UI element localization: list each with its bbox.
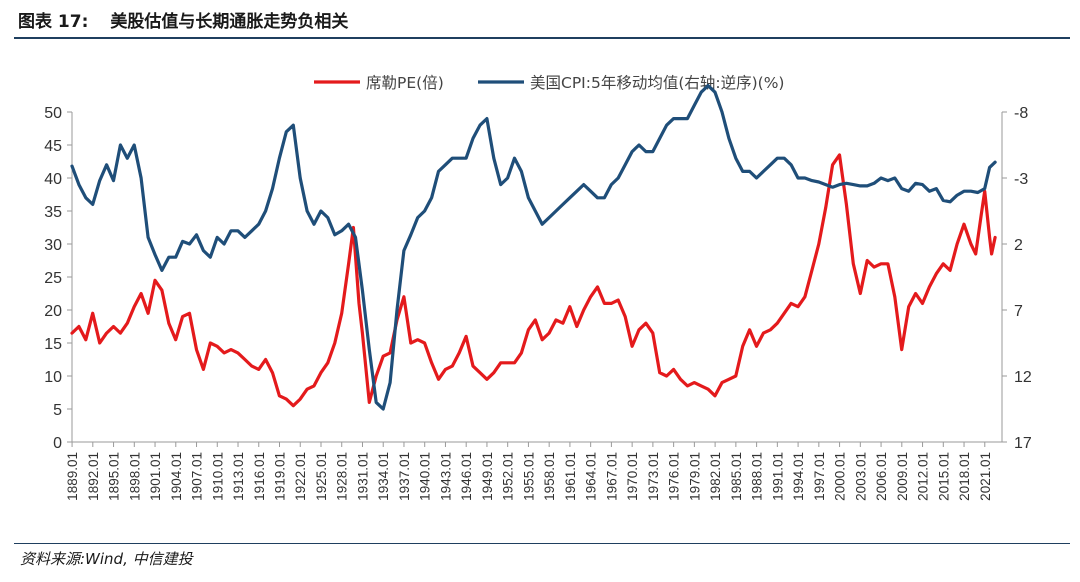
left-axis-tick-label: 30 (44, 237, 62, 254)
right-axis-tick-label: -3 (1014, 171, 1028, 188)
right-axis-tick-label: 12 (1014, 369, 1032, 386)
x-axis-tick-label: 1982.01 (708, 452, 723, 501)
x-axis-tick-label: 1991.01 (770, 452, 785, 501)
chart-svg: 席勒PE(倍) 美国CPI:5年移动均值(右轴:逆序)(%) 0510152025… (44, 74, 1032, 501)
x-axis-tick-label: 1955.01 (521, 452, 536, 501)
x-axis-tick-label: 1937.01 (397, 452, 412, 501)
x-axis-tick-label: 1964.01 (584, 452, 599, 501)
series-line-shiller-pe (70, 153, 997, 408)
right-axis-tick-label: -8 (1014, 105, 1028, 122)
x-axis-tick-label: 1928.01 (335, 452, 350, 501)
x-axis-tick-label: 1979.01 (687, 452, 702, 501)
x-axis-tick-label: 1913.01 (231, 452, 246, 501)
x-axis-tick-label: 2015.01 (936, 452, 951, 501)
x-axis-tick-label: 1931.01 (355, 452, 370, 501)
x-axis-tick-label: 1961.01 (563, 452, 578, 501)
x-axis-tick-label: 2003.01 (853, 452, 868, 501)
right-axis-tick-label: 17 (1014, 435, 1032, 452)
chart-container: 席勒PE(倍) 美国CPI:5年移动均值(右轴:逆序)(%) 0 5 10 15 20 25… (0, 60, 1080, 530)
right-axis-tick-label: 7 (1014, 303, 1023, 320)
x-axis-tick-label: 1940.01 (418, 452, 433, 501)
source-note: 资料来源:Wind, 中信建投 (20, 550, 193, 568)
x-axis-tick-label: 1934.01 (376, 452, 391, 501)
legend-label: 美国CPI:5年移动均值(右轴:逆序)(%) (530, 74, 784, 92)
chart-legend: 席勒PE(倍) 美国CPI:5年移动均值(右轴:逆序)(%) (314, 74, 784, 92)
x-axis-tick-label: 1958.01 (542, 452, 557, 501)
x-axis-tick-label: 1925.01 (314, 452, 329, 501)
x-axis-tick-label: 1895.01 (107, 452, 122, 501)
x-axis-tick-label: 1919.01 (273, 452, 288, 501)
x-axis-tick-label: 1916.01 (252, 452, 267, 501)
figure-title-bar: 图表 17: 美股估值与长期通胀走势负相关 (18, 8, 1068, 38)
left-axis-tick-label: 25 (44, 270, 62, 287)
left-axis-tick-label: 50 (44, 105, 62, 122)
left-axis-tick-label: 20 (44, 303, 62, 320)
x-axis-tick-label: 1952.01 (501, 452, 516, 501)
x-axis-tick-label: 1967.01 (604, 452, 619, 501)
chart-axes: 0 5 10 15 20 25 30 35 40 45 50 -8 -3 2 7 12 17 1889.01 189… (44, 105, 1032, 501)
x-axis-tick-label: 2021.01 (978, 452, 993, 501)
x-axis-tick-label: 2006.01 (874, 452, 889, 501)
x-axis-tick-label: 1922.01 (293, 452, 308, 501)
legend-label: 席勒PE(倍) (366, 74, 444, 92)
figure-title-text: 美股估值与长期通胀走势负相关 (110, 12, 349, 32)
x-axis-tick-label: 1907.01 (190, 452, 205, 501)
x-axis-tick-label: 2000.01 (833, 452, 848, 501)
x-axis-tick-label: 1973.01 (646, 452, 661, 501)
left-axis-tick-label: 10 (44, 369, 62, 386)
left-axis-tick-label: 0 (53, 435, 62, 452)
x-axis-tick-label: 1985.01 (729, 452, 744, 501)
x-axis-tick-label: 2018.01 (957, 452, 972, 501)
series-line-cpi-5y-avg (70, 84, 997, 411)
x-axis-tick-label: 1898.01 (127, 452, 142, 501)
left-axis-tick-label: 35 (44, 204, 62, 221)
x-axis-tick-label: 1970.01 (625, 452, 640, 501)
x-axis-tick-label: 1994.01 (791, 452, 806, 501)
left-axis-tick-label: 40 (44, 171, 62, 188)
x-axis-tick-label: 1910.01 (210, 452, 225, 501)
x-axis-tick-label: 1946.01 (459, 452, 474, 501)
left-axis-tick-label: 45 (44, 138, 62, 155)
x-axis-tick-label: 1997.01 (812, 452, 827, 501)
x-axis-tick-label: 1943.01 (438, 452, 453, 501)
x-axis-tick-label: 1949.01 (480, 452, 495, 501)
title-divider (14, 37, 1070, 39)
left-axis-tick-label: 15 (44, 336, 62, 353)
x-axis-tick-label: 2012.01 (916, 452, 931, 501)
x-axis-tick-label: 1988.01 (750, 452, 765, 501)
x-axis-tick-label: 1904.01 (169, 452, 184, 501)
figure-number: 图表 17: (18, 12, 89, 32)
x-axis-tick-label: 1901.01 (148, 452, 163, 501)
x-axis-tick-label: 1889.01 (65, 452, 80, 501)
x-axis-tick-label: 1976.01 (667, 452, 682, 501)
chart-lines (70, 84, 997, 411)
x-axis-tick-label: 2009.01 (895, 452, 910, 501)
left-axis-tick-label: 5 (53, 402, 62, 419)
figure-title: 图表 17: 美股估值与长期通胀走势负相关 (18, 12, 348, 32)
x-axis-tick-label: 1892.01 (86, 452, 101, 501)
right-axis-tick-label: 2 (1014, 237, 1023, 254)
footer-divider (14, 543, 1070, 544)
